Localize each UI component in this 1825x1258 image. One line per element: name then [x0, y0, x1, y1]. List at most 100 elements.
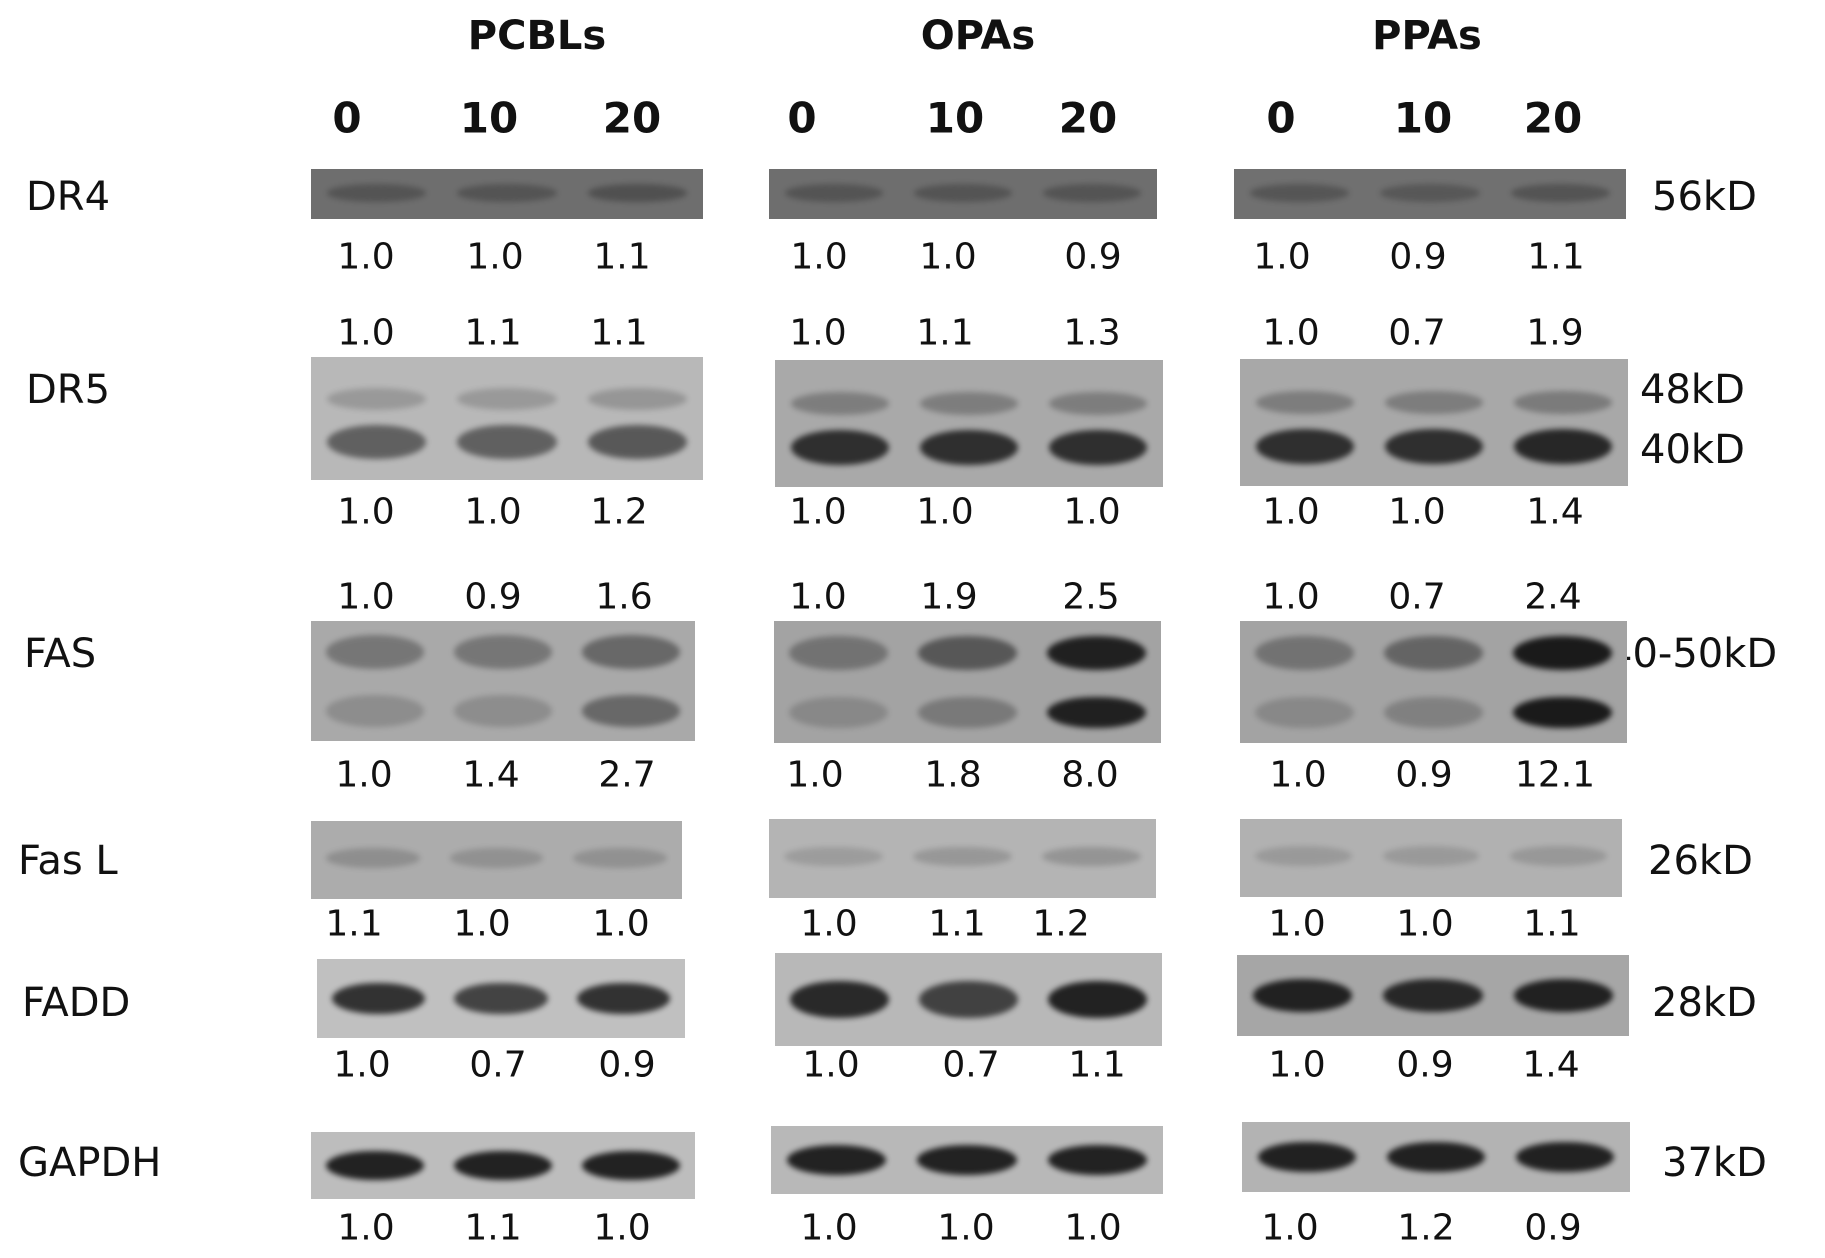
value-label: 1.1 — [1523, 903, 1581, 945]
value-label: 1.1 — [464, 1207, 522, 1249]
protein-band — [1380, 184, 1480, 202]
value-label: 0.9 — [1389, 236, 1447, 278]
protein-band — [326, 1150, 424, 1181]
protein-band — [449, 848, 544, 868]
value-label: 0.9 — [598, 1044, 656, 1086]
protein-band — [1252, 979, 1352, 1012]
value-label: 1.1 — [916, 312, 974, 354]
protein-band — [1384, 635, 1483, 670]
value-label: 1.0 — [800, 903, 858, 945]
protein-band — [784, 846, 883, 867]
value-label: 1.2 — [1397, 1207, 1455, 1249]
protein-band — [588, 387, 688, 410]
value-label: 1.0 — [1063, 491, 1121, 533]
value-label: 1.0 — [789, 491, 847, 533]
protein-band — [1386, 1141, 1486, 1173]
protein-band — [918, 635, 1017, 670]
dose-label: 10 — [459, 93, 519, 143]
protein-band — [919, 391, 1019, 415]
value-label: 0.9 — [464, 576, 522, 618]
protein-band — [917, 1145, 1017, 1175]
value-label: 1.6 — [595, 576, 653, 618]
blot-fas-ppas — [1240, 621, 1627, 743]
protein-band — [454, 635, 552, 669]
protein-band — [1514, 390, 1613, 414]
value-label: 1.0 — [337, 1207, 395, 1249]
value-label: 2.5 — [1062, 576, 1120, 618]
kd-label-dr4: 56kD — [1652, 174, 1757, 220]
kd-label-fadd: 28kD — [1652, 980, 1757, 1026]
dose-label: 0 — [332, 93, 362, 143]
protein-band — [454, 982, 548, 1015]
blot-dr5-opas — [775, 360, 1163, 487]
value-label: 1.8 — [924, 754, 982, 796]
value-label: 1.0 — [937, 1207, 995, 1249]
value-label: 1.0 — [464, 491, 522, 533]
dose-label: 20 — [1058, 93, 1118, 143]
protein-band — [588, 424, 688, 460]
kd-label-dr5-upper: 48kD — [1640, 367, 1745, 413]
protein-band — [331, 982, 425, 1015]
blot-fas-opas — [774, 621, 1161, 743]
value-label: 1.1 — [590, 312, 648, 354]
value-label: 1.0 — [1253, 236, 1311, 278]
protein-band — [1047, 696, 1146, 729]
protein-band — [790, 391, 889, 415]
value-label: 0.7 — [942, 1044, 1000, 1086]
value-label: 1.0 — [453, 903, 511, 945]
dose-label: 20 — [602, 93, 662, 143]
protein-band — [913, 846, 1012, 867]
value-label: 1.4 — [1522, 1044, 1580, 1086]
protein-band — [1514, 428, 1613, 465]
value-label: 1.4 — [462, 754, 520, 796]
value-label: 1.0 — [1396, 903, 1454, 945]
value-label: 1.1 — [325, 903, 383, 945]
protein-band — [1049, 391, 1148, 415]
value-label: 1.1 — [1527, 236, 1585, 278]
value-label: 1.0 — [1268, 1044, 1326, 1086]
protein-band — [326, 424, 426, 460]
value-label: 0.9 — [1524, 1207, 1582, 1249]
value-label: 1.3 — [1063, 312, 1121, 354]
protein-band — [1516, 1141, 1615, 1173]
protein-band — [1383, 979, 1483, 1012]
protein-band — [325, 848, 420, 868]
protein-band — [1384, 390, 1484, 414]
value-label: 1.1 — [464, 312, 522, 354]
value-label: 1.0 — [1262, 576, 1320, 618]
protein-band — [919, 429, 1019, 466]
protein-band — [1513, 696, 1612, 729]
protein-band — [1382, 846, 1480, 866]
protein-band — [1047, 635, 1146, 670]
protein-band — [918, 696, 1017, 729]
protein-band — [790, 980, 889, 1019]
value-label: 0.9 — [1064, 236, 1122, 278]
value-label: 1.0 — [333, 1044, 391, 1086]
row-label-dr4: DR4 — [26, 174, 111, 220]
value-label: 1.1 — [593, 236, 651, 278]
protein-band — [1509, 846, 1607, 866]
blot-dr5-pcbls — [311, 357, 703, 480]
protein-band — [1255, 696, 1354, 729]
value-label: 1.0 — [1269, 754, 1327, 796]
value-label: 1.0 — [466, 236, 524, 278]
protein-band — [1048, 1145, 1148, 1175]
protein-band — [588, 184, 688, 202]
value-label: 1.0 — [592, 903, 650, 945]
group-title-opas: OPAs — [920, 13, 1036, 59]
protein-band — [1257, 1141, 1356, 1173]
blot-fasl-opas — [769, 819, 1156, 898]
protein-band — [1048, 980, 1147, 1019]
protein-band — [786, 1145, 886, 1175]
protein-band — [457, 387, 557, 410]
value-label: 1.0 — [919, 236, 977, 278]
protein-band — [1255, 390, 1354, 414]
value-label: 1.0 — [790, 236, 848, 278]
value-label: 1.4 — [1526, 491, 1584, 533]
protein-band — [582, 1150, 680, 1181]
blot-fadd-opas — [775, 953, 1162, 1046]
protein-band — [457, 184, 557, 202]
protein-band — [1384, 428, 1484, 465]
value-label: 1.0 — [1064, 1207, 1122, 1249]
value-label: 8.0 — [1061, 754, 1119, 796]
